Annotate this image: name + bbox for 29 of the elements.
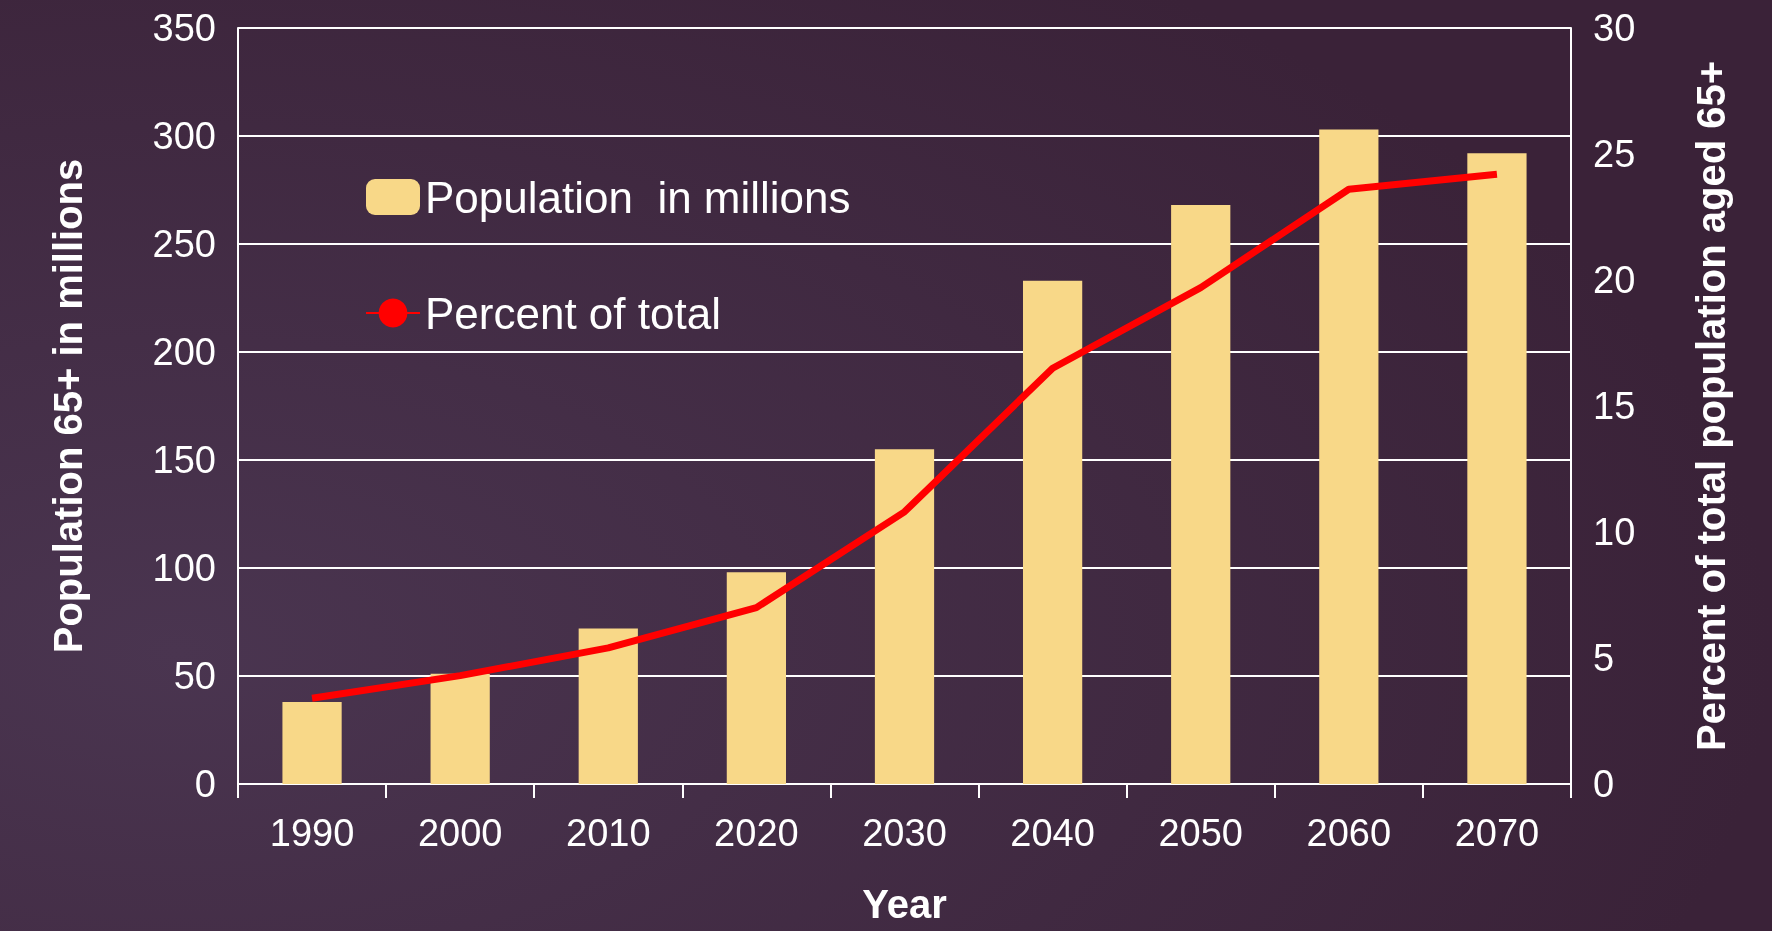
y-tick-label: 150 <box>152 439 216 481</box>
y-tick-label: 250 <box>152 223 216 265</box>
x-tick-label: 2030 <box>862 812 947 854</box>
x-tick-label: 2070 <box>1454 812 1540 854</box>
y-tick-label: 0 <box>194 763 216 805</box>
x-tick-label: 2050 <box>1158 812 1243 854</box>
y2-tick-label: 25 <box>1593 133 1636 175</box>
y-tick-label: 200 <box>152 331 216 373</box>
y-tick-label: 100 <box>152 547 216 589</box>
y-axis-title: Population 65+ in millions <box>46 158 90 654</box>
y2-tick-label: 20 <box>1593 259 1636 301</box>
y2-tick-label: 10 <box>1593 511 1636 553</box>
y2-tick-label: 30 <box>1593 7 1636 49</box>
y-tick-label: 300 <box>152 115 216 157</box>
legend-label: Population in millions <box>425 172 851 222</box>
x-tick-label: 2000 <box>417 812 503 854</box>
legend-label: Percent of total <box>425 288 721 338</box>
x-axis-title: Year <box>862 882 947 926</box>
y2-axis-title: Percent of total population aged 65+ <box>1689 60 1733 752</box>
y2-tick-label: 15 <box>1593 385 1636 427</box>
y-tick-label: 50 <box>173 655 216 697</box>
x-tick-label: 2040 <box>1010 812 1095 854</box>
y-tick-label: 350 <box>152 7 216 49</box>
x-tick-label: 2020 <box>714 812 799 854</box>
y2-tick-label: 0 <box>1593 763 1615 805</box>
y2-tick-label: 5 <box>1593 637 1615 679</box>
x-tick-label: 2010 <box>566 812 651 854</box>
x-tick-label: 2060 <box>1306 812 1392 854</box>
x-tick-label: 1990 <box>269 812 355 854</box>
